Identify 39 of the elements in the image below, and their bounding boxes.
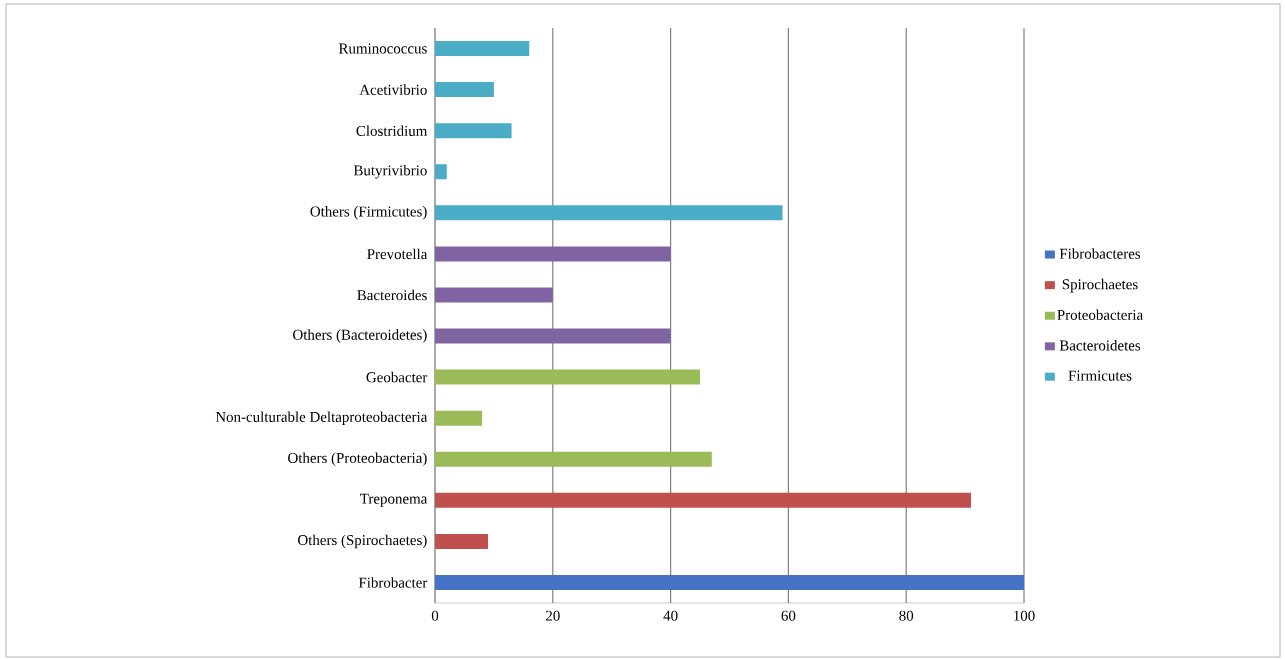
x-tick-label: 100 — [1014, 610, 1035, 621]
y-tick-label: Ruminococcus — [338, 43, 427, 54]
bar — [435, 492, 971, 508]
x-tick-label: 80 — [899, 610, 914, 621]
y-tick-label: Clostridium — [356, 125, 428, 136]
bar — [435, 533, 489, 549]
x-tick-label: 60 — [781, 610, 796, 621]
y-tick-label: Butyrivibrio — [353, 164, 427, 179]
y-tick-label: Others (Spirochaetes) — [298, 534, 427, 549]
bar — [435, 369, 701, 385]
y-tick-label: Geobacter — [366, 371, 428, 383]
y-tick-label: Treponema — [360, 493, 428, 507]
y-tick-label: Bacteroides — [357, 289, 427, 301]
bar — [435, 574, 1025, 590]
legend-label: Spirochaetes — [1062, 278, 1138, 293]
y-tick-label: Others (Bacteroidetes) — [293, 329, 427, 343]
bar — [435, 205, 783, 221]
y-tick-label: Others (Firmicutes) — [310, 206, 427, 220]
y-tick-label: Non-culturable Deltaproteobacteria — [215, 411, 428, 425]
bar — [435, 410, 483, 426]
bar — [435, 164, 447, 180]
y-tick-label: Prevotella — [367, 248, 428, 260]
y-tick-label: Acetivibrio — [359, 84, 427, 95]
legend-label: Fibrobacteres — [1059, 248, 1141, 259]
legend-label: Proteobacteria — [1057, 309, 1143, 320]
bar — [435, 451, 712, 467]
x-tick-label: 40 — [663, 610, 678, 621]
legend-label: Bacteroidetes — [1059, 340, 1141, 351]
bar — [435, 41, 530, 57]
bar — [435, 328, 671, 344]
bar — [435, 82, 494, 98]
legend-label: Firmicutes — [1068, 370, 1132, 381]
bar — [435, 123, 512, 139]
y-tick-label: Others (Proteobacteria) — [288, 452, 427, 467]
x-tick-label: 20 — [545, 610, 560, 621]
x-tick-label: 0 — [431, 610, 439, 621]
y-tick-label: Fibrobacter — [358, 577, 428, 588]
bar — [435, 287, 553, 303]
bar — [435, 246, 671, 262]
